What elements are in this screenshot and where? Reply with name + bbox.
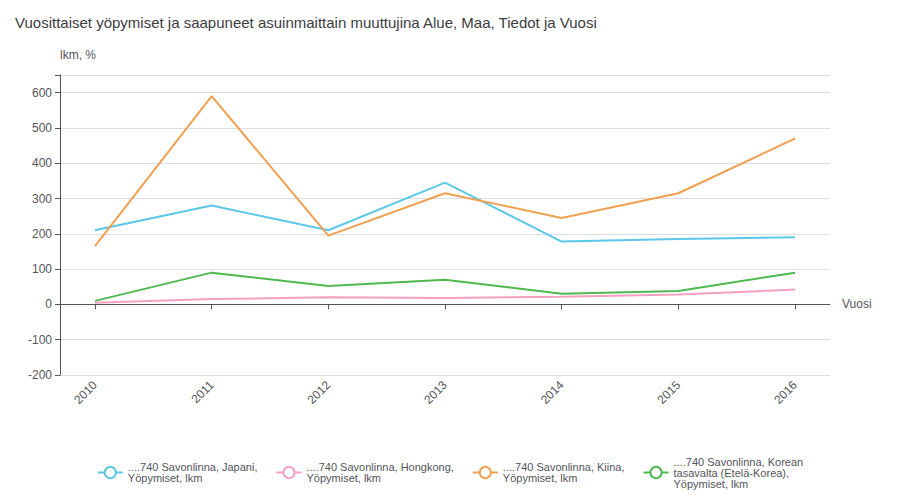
svg-text:2012: 2012 (305, 378, 334, 407)
svg-text:0: 0 (45, 297, 52, 311)
svg-text:600: 600 (32, 86, 52, 100)
svg-text:2015: 2015 (655, 378, 684, 407)
svg-text:2011: 2011 (188, 378, 216, 406)
svg-text:300: 300 (32, 192, 52, 206)
svg-text:-200: -200 (28, 368, 52, 382)
svg-text:500: 500 (32, 121, 52, 135)
svg-text:200: 200 (32, 227, 52, 241)
svg-text:Vuosi: Vuosi (842, 297, 872, 311)
svg-text:2010: 2010 (71, 378, 100, 407)
svg-text:2014: 2014 (538, 378, 567, 407)
svg-text:Vuosittaiset yöpymiset ja saap: Vuosittaiset yöpymiset ja saapuneet asui… (15, 14, 597, 31)
svg-text:2013: 2013 (421, 378, 450, 407)
svg-text:Yöpymiset, lkm: Yöpymiset, lkm (674, 478, 749, 490)
svg-text:....740 Savonlinna, Kiina,: ....740 Savonlinna, Kiina, (502, 461, 625, 473)
svg-text:Yöpymiset, lkm: Yöpymiset, lkm (306, 472, 381, 484)
svg-text:-100: -100 (28, 333, 52, 347)
svg-text:....740 Savonlinna, Hongkong,: ....740 Savonlinna, Hongkong, (306, 461, 454, 473)
svg-text:....740 Savonlinna, Japani,: ....740 Savonlinna, Japani, (127, 461, 258, 473)
svg-text:Yöpymiset, lkm: Yöpymiset, lkm (503, 472, 578, 484)
svg-text:100: 100 (32, 262, 52, 276)
svg-text:400: 400 (32, 156, 52, 170)
svg-text:2016: 2016 (771, 378, 800, 407)
svg-text:Yöpymiset, lkm: Yöpymiset, lkm (128, 472, 203, 484)
svg-text:lkm, %: lkm, % (60, 48, 96, 62)
svg-text:....740 Savonlinna, Korean: ....740 Savonlinna, Korean (673, 455, 804, 468)
svg-text:tasavalta (Etelä-Korea),: tasavalta (Etelä-Korea), (673, 466, 790, 479)
